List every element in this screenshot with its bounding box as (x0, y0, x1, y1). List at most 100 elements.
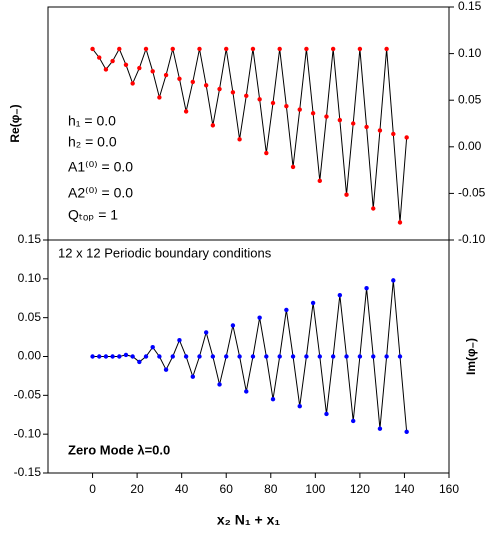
data-point (391, 131, 396, 137)
data-point (270, 397, 276, 402)
data-point (277, 46, 282, 52)
data-point (284, 307, 289, 313)
data-point (377, 426, 383, 431)
data-point (357, 354, 363, 359)
x-tick-label: 80 (264, 482, 278, 496)
data-point (117, 354, 122, 359)
y-tick-label: -0.10 (458, 232, 486, 246)
data-point (150, 344, 155, 350)
annotation: h₁ = 0.0 (68, 113, 116, 129)
data-point (97, 354, 102, 359)
x-tick-label: 140 (394, 482, 414, 496)
data-point (364, 124, 369, 130)
annotation: Qₜₒₚ = 1 (68, 207, 118, 223)
data-point (244, 93, 249, 99)
data-point (304, 354, 309, 359)
data-point (364, 285, 369, 291)
data-point (170, 354, 175, 359)
data-point (203, 330, 209, 335)
data-point (304, 46, 309, 52)
y-tick-label: -0.05 (458, 186, 486, 200)
annotation: 12 x 12 Periodic boundary conditions (58, 245, 272, 260)
data-point (264, 354, 269, 359)
annotation: h₂ = 0.0 (68, 134, 117, 150)
data-point (270, 100, 276, 106)
data-point (317, 178, 322, 184)
data-point (170, 46, 175, 52)
data-point (217, 382, 222, 387)
y-axis-label: Im(φ₋) (464, 338, 478, 375)
y-tick-label: 0.05 (18, 310, 42, 324)
data-point (137, 65, 142, 71)
data-point (203, 83, 209, 88)
y-tick-label: 0.10 (18, 271, 42, 285)
data-point (143, 354, 149, 359)
data-point (371, 206, 376, 211)
data-point (97, 55, 102, 60)
data-point (163, 367, 169, 372)
data-point (177, 76, 182, 81)
data-point (224, 46, 229, 52)
x-tick-label: 0 (89, 482, 96, 496)
data-point (190, 374, 196, 379)
data-point (297, 107, 302, 112)
data-point (157, 95, 162, 100)
x-tick-label: 60 (220, 482, 234, 496)
data-point (310, 300, 316, 306)
data-point (317, 354, 322, 359)
data-point (90, 354, 95, 359)
data-point (137, 359, 142, 365)
annotation: A2⁽⁰⁾ = 0.0 (68, 185, 133, 201)
data-point (250, 46, 256, 52)
data-point (371, 354, 376, 359)
y-tick-label: -0.05 (14, 388, 42, 402)
x-tick-label: 160 (439, 482, 459, 496)
data-point (90, 46, 95, 52)
data-point (357, 46, 363, 52)
data-point (130, 81, 135, 86)
y-tick-label: -0.10 (14, 426, 42, 440)
data-point (230, 90, 236, 95)
data-point (397, 220, 403, 225)
data-point (310, 111, 316, 116)
data-point (404, 135, 409, 140)
data-point (351, 418, 356, 424)
data-point (397, 354, 403, 359)
x-axis-label: x₂ N₁ + x₁ (217, 512, 281, 528)
y-tick-label: 0.00 (18, 349, 42, 363)
data-point (264, 150, 269, 156)
data-point (177, 337, 182, 343)
data-point (103, 67, 109, 72)
annotation: Zero Mode λ=0.0 (68, 442, 170, 457)
data-point (210, 354, 216, 359)
data-point (183, 354, 189, 359)
data-point (351, 121, 356, 126)
y-tick-label: -0.15 (14, 465, 42, 479)
data-point (290, 354, 296, 359)
y-tick-label: 0.05 (458, 92, 482, 106)
data-point (324, 114, 329, 119)
data-point (210, 123, 216, 128)
data-point (391, 278, 396, 283)
data-point (384, 46, 389, 52)
data-point (337, 292, 343, 298)
series-line (92, 47, 408, 223)
data-point (330, 354, 336, 359)
data-point (344, 192, 349, 197)
data-point (237, 354, 242, 359)
data-point (290, 164, 296, 170)
x-tick-label: 120 (350, 482, 370, 496)
y-tick-label: 0.10 (458, 46, 482, 60)
data-point (197, 46, 202, 52)
data-point (230, 323, 236, 328)
data-point (110, 354, 115, 359)
data-point (197, 354, 202, 359)
data-point (284, 103, 289, 109)
data-point (217, 86, 222, 92)
data-point (123, 62, 129, 67)
data-point (337, 117, 343, 123)
data-point (143, 46, 149, 52)
data-point (130, 354, 135, 359)
data-point (330, 46, 336, 52)
